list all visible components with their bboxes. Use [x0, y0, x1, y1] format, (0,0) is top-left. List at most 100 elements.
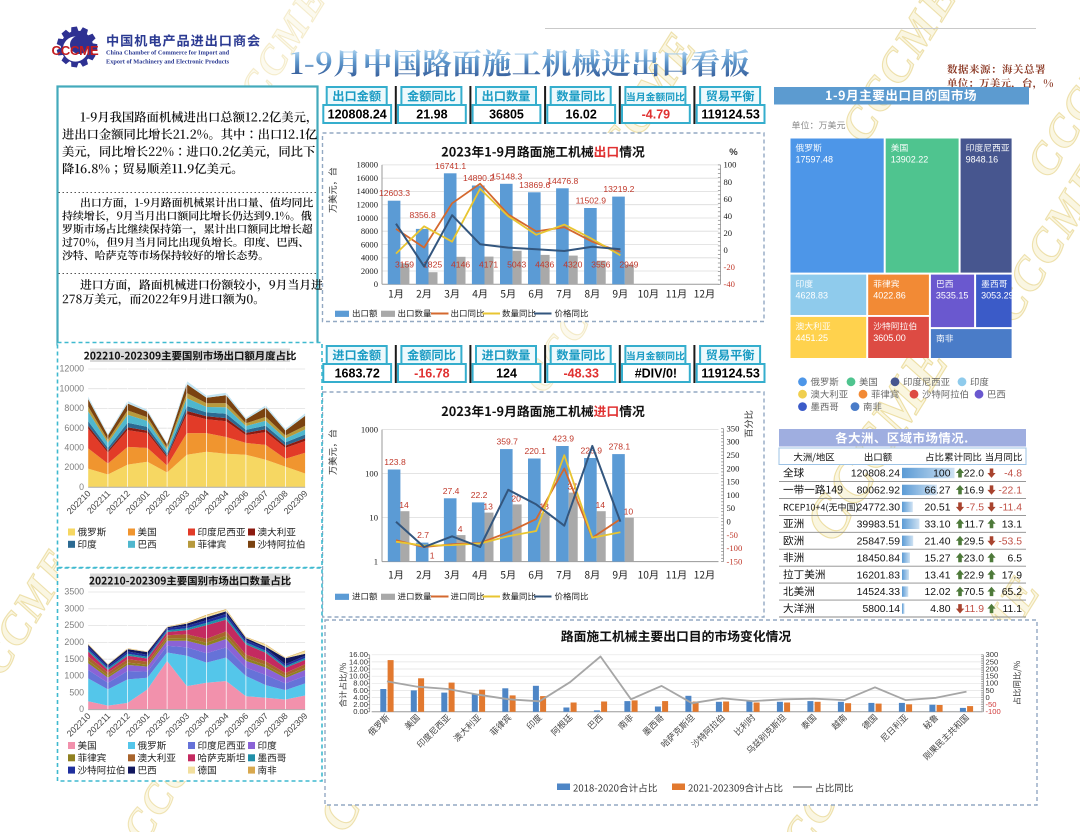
svg-text:16000: 16000 [357, 173, 378, 183]
svg-text:China Chamber of Commerce for: China Chamber of Commerce for Import and [106, 50, 230, 57]
svg-text:21.40: 21.40 [924, 536, 950, 547]
svg-text:9848.16: 9848.16 [966, 155, 999, 165]
svg-text:6000: 6000 [64, 423, 84, 433]
svg-text:14476.8: 14476.8 [547, 176, 578, 186]
svg-text:33.10: 33.10 [924, 519, 950, 530]
svg-text:100: 100 [986, 679, 999, 688]
svg-text:150: 150 [727, 477, 740, 487]
svg-text:1683.72: 1683.72 [335, 367, 380, 381]
svg-text:13219.2: 13219.2 [603, 184, 634, 194]
svg-text:16.02: 16.02 [566, 108, 597, 122]
svg-text:2.7: 2.7 [417, 530, 429, 540]
svg-text:350: 350 [727, 423, 740, 433]
svg-text:11.1: 11.1 [1003, 604, 1023, 615]
svg-text:423.9: 423.9 [553, 434, 575, 444]
svg-text:3159: 3159 [395, 260, 414, 270]
svg-text:2.00: 2.00 [353, 700, 368, 709]
svg-text:4000: 4000 [64, 443, 84, 453]
svg-text:250: 250 [986, 657, 999, 666]
svg-text:100: 100 [933, 469, 951, 480]
svg-text:2000: 2000 [361, 266, 378, 276]
svg-text:14890.2: 14890.2 [463, 173, 494, 183]
svg-text:278.1: 278.1 [609, 442, 631, 452]
svg-text:14.00: 14.00 [349, 657, 368, 666]
svg-text:11502.9: 11502.9 [576, 196, 607, 206]
svg-text:100: 100 [727, 490, 740, 500]
svg-text:10000: 10000 [60, 383, 85, 393]
svg-text:65.2: 65.2 [1002, 587, 1022, 598]
svg-text:5043: 5043 [507, 260, 526, 270]
svg-text:%: % [729, 147, 738, 158]
svg-text:119124.53: 119124.53 [701, 108, 759, 122]
svg-text:-22.1: -22.1 [998, 486, 1022, 497]
svg-text:15148.3: 15148.3 [491, 171, 522, 181]
svg-text:4146: 4146 [451, 260, 470, 270]
svg-text:15.27: 15.27 [924, 553, 950, 564]
svg-text:220.1: 220.1 [524, 446, 546, 456]
svg-text:0: 0 [79, 704, 84, 714]
svg-text:3500: 3500 [64, 587, 84, 597]
svg-text:22.0: 22.0 [964, 469, 984, 480]
svg-text:0: 0 [79, 482, 84, 492]
svg-text:8000: 8000 [361, 226, 378, 236]
svg-text:12000: 12000 [60, 364, 85, 374]
svg-text:-16.78: -16.78 [414, 367, 449, 381]
svg-text:4171: 4171 [479, 260, 498, 270]
svg-text:17.9: 17.9 [1002, 570, 1022, 581]
svg-text:25847.59: 25847.59 [857, 536, 901, 547]
svg-text:4022.86: 4022.86 [873, 291, 906, 301]
svg-text:2000: 2000 [64, 637, 84, 647]
svg-text:20.51: 20.51 [924, 503, 950, 514]
svg-text:13: 13 [483, 502, 493, 512]
svg-text:24772.30: 24772.30 [857, 503, 901, 514]
svg-text:1: 1 [430, 551, 435, 561]
svg-text:8000: 8000 [64, 403, 84, 413]
svg-text:10: 10 [369, 512, 378, 522]
svg-text:18450.84: 18450.84 [857, 553, 901, 564]
svg-text:12603.3: 12603.3 [379, 188, 410, 198]
svg-text:2500: 2500 [64, 620, 84, 630]
svg-text:100: 100 [365, 468, 378, 478]
svg-text:40: 40 [724, 211, 733, 221]
svg-text:10: 10 [624, 507, 634, 517]
svg-text:80: 80 [724, 177, 733, 187]
svg-text:16741.1: 16741.1 [435, 161, 466, 171]
svg-text:0.00: 0.00 [353, 707, 368, 716]
svg-text:20: 20 [724, 228, 733, 238]
svg-text:-11.4: -11.4 [999, 503, 1022, 514]
svg-text:0: 0 [374, 279, 378, 289]
svg-text:22.9: 22.9 [964, 570, 984, 581]
svg-text:20: 20 [511, 493, 521, 503]
svg-text:17597.48: 17597.48 [796, 155, 834, 165]
svg-text:18000: 18000 [357, 160, 378, 170]
svg-text:13902.22: 13902.22 [891, 155, 929, 165]
svg-text:21.98: 21.98 [416, 108, 447, 122]
svg-text:123.8: 123.8 [384, 457, 406, 467]
svg-text:11.7: 11.7 [965, 519, 985, 530]
svg-text:-7.5: -7.5 [966, 503, 984, 514]
svg-text:4628.83: 4628.83 [796, 291, 829, 301]
svg-text:4000: 4000 [361, 253, 378, 263]
svg-text:39983.51: 39983.51 [857, 519, 901, 530]
svg-text:CCCME: CCCME [52, 43, 99, 58]
svg-text:-20: -20 [724, 262, 735, 272]
svg-text:0: 0 [724, 245, 728, 255]
svg-text:14000: 14000 [357, 186, 378, 196]
svg-text:70.5: 70.5 [964, 587, 984, 598]
svg-text:300: 300 [986, 650, 999, 659]
svg-text:5800.14: 5800.14 [862, 604, 900, 615]
svg-text:80062.92: 80062.92 [857, 486, 901, 497]
svg-text:4436: 4436 [535, 260, 554, 270]
svg-text:0: 0 [986, 693, 990, 702]
svg-text:-100: -100 [727, 543, 743, 553]
svg-text:300: 300 [727, 437, 740, 447]
svg-text:-50: -50 [727, 530, 738, 540]
svg-text:16.00: 16.00 [349, 650, 368, 659]
svg-text:8.00: 8.00 [353, 679, 368, 688]
svg-text:60: 60 [724, 194, 733, 204]
svg-text:13.41: 13.41 [924, 570, 950, 581]
svg-text:10.00: 10.00 [349, 672, 368, 681]
svg-text:1000: 1000 [64, 671, 84, 681]
svg-text:3605.00: 3605.00 [873, 333, 906, 343]
svg-text:16.9: 16.9 [964, 486, 984, 497]
